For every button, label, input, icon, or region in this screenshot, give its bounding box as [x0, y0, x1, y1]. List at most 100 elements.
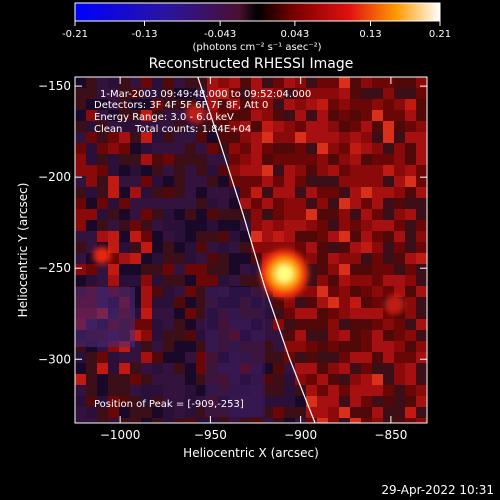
image-pixel — [141, 352, 152, 363]
image-pixel — [372, 132, 383, 143]
image-pixel — [262, 407, 273, 418]
image-pixel — [185, 286, 196, 297]
image-pixel — [306, 198, 317, 209]
image-pixel — [174, 308, 185, 319]
image-pixel — [196, 330, 207, 341]
image-pixel — [273, 242, 284, 253]
image-pixel — [174, 88, 185, 99]
image-pixel — [361, 385, 372, 396]
image-pixel — [86, 99, 97, 110]
image-pixel — [306, 154, 317, 165]
y-tick-label: −150 — [38, 79, 71, 93]
image-pixel — [273, 396, 284, 407]
image-pixel — [284, 110, 295, 121]
image-pixel — [229, 165, 240, 176]
image-pixel — [372, 253, 383, 264]
image-pixel — [251, 209, 262, 220]
image-pixel — [405, 187, 416, 198]
image-pixel — [416, 220, 427, 231]
image-pixel — [185, 231, 196, 242]
image-pixel — [372, 231, 383, 242]
image-pixel — [372, 341, 383, 352]
image-pixel — [152, 319, 163, 330]
image-pixel — [383, 330, 394, 341]
image-pixel — [317, 253, 328, 264]
image-pixel — [75, 418, 86, 423]
image-pixel — [284, 165, 295, 176]
image-pixel — [339, 176, 350, 187]
image-pixel — [306, 88, 317, 99]
image-pixel — [361, 352, 372, 363]
image-pixel — [405, 308, 416, 319]
image-pixel — [339, 286, 350, 297]
image-pixel — [317, 352, 328, 363]
image-pixel — [174, 154, 185, 165]
image-pixel — [251, 264, 262, 275]
image-pixel — [317, 187, 328, 198]
image-pixel — [361, 121, 372, 132]
image-pixel — [130, 297, 141, 308]
image-pixel — [119, 407, 130, 418]
image-pixel — [229, 242, 240, 253]
image-pixel — [152, 198, 163, 209]
image-pixel — [130, 275, 141, 286]
image-pixel — [174, 209, 185, 220]
image-pixel — [163, 385, 174, 396]
image-pixel — [86, 132, 97, 143]
image-pixel — [218, 132, 229, 143]
image-pixel — [130, 187, 141, 198]
image-pixel — [317, 319, 328, 330]
image-pixel — [97, 154, 108, 165]
image-pixel — [405, 352, 416, 363]
image-pixel — [75, 99, 86, 110]
image-pixel — [295, 407, 306, 418]
image-pixel — [218, 121, 229, 132]
image-pixel — [185, 352, 196, 363]
image-pixel — [185, 198, 196, 209]
image-pixel — [152, 352, 163, 363]
image-pixel — [251, 220, 262, 231]
image-pixel — [372, 209, 383, 220]
image-pixel — [97, 363, 108, 374]
image-pixel — [75, 253, 86, 264]
image-pixel — [394, 407, 405, 418]
image-pixel — [141, 176, 152, 187]
timestamp: 29-Apr-2022 10:31 — [381, 483, 494, 497]
image-pixel — [317, 418, 328, 423]
image-pixel — [317, 275, 328, 286]
image-pixel — [218, 165, 229, 176]
image-pixel — [262, 330, 273, 341]
image-pixel — [174, 242, 185, 253]
image-pixel — [284, 242, 295, 253]
image-pixel — [174, 132, 185, 143]
image-pixel — [273, 385, 284, 396]
image-pixel — [75, 198, 86, 209]
image-pixel — [185, 165, 196, 176]
image-pixel — [174, 99, 185, 110]
plot-frame — [74, 76, 428, 424]
image-pixel — [284, 374, 295, 385]
image-pixel — [196, 396, 207, 407]
image-pixel — [185, 242, 196, 253]
image-pixel — [372, 374, 383, 385]
image-pixel — [240, 154, 251, 165]
image-pixel — [405, 176, 416, 187]
image-pixel — [130, 242, 141, 253]
image-pixel — [141, 297, 152, 308]
image-pixel — [394, 220, 405, 231]
image-pixel — [196, 297, 207, 308]
image-pixel — [372, 363, 383, 374]
image-pixel — [262, 396, 273, 407]
image-pixel — [108, 253, 119, 264]
image-pixel — [152, 418, 163, 423]
image-pixel — [75, 287, 135, 347]
image-pixel — [273, 374, 284, 385]
image-pixel — [119, 396, 130, 407]
image-pixel — [405, 385, 416, 396]
image-pixel — [350, 242, 361, 253]
image-pixel — [306, 99, 317, 110]
y-axis-label: Heliocentric Y (arcsec) — [16, 183, 30, 318]
image-pixel — [86, 154, 97, 165]
image-pixel — [416, 209, 427, 220]
image-pixel — [284, 341, 295, 352]
